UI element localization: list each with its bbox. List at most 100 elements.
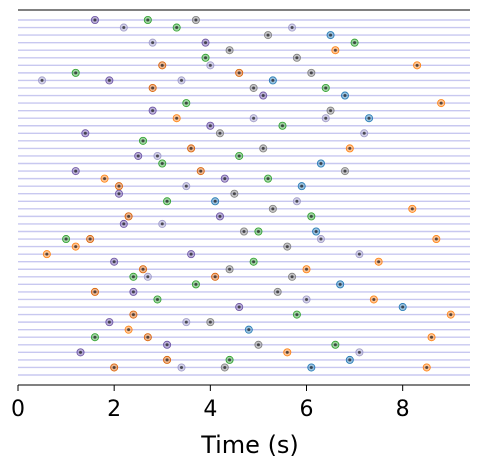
data-point-center <box>295 313 299 317</box>
data-point-center <box>280 124 284 128</box>
data-point-center <box>213 275 217 279</box>
data-point-center <box>175 116 179 120</box>
data-point-center <box>290 26 294 30</box>
data-point-center <box>319 237 323 241</box>
data-point-center <box>357 252 361 256</box>
data-point-center <box>74 245 78 249</box>
x-tick-label: 4 <box>203 397 217 422</box>
data-point-center <box>199 169 203 173</box>
data-point-center <box>184 101 188 105</box>
data-point-center <box>434 237 438 241</box>
data-point-center <box>151 41 155 45</box>
data-point-center <box>179 365 183 369</box>
data-point-center <box>146 335 150 339</box>
data-point-center <box>228 358 232 362</box>
data-point-center <box>127 328 131 332</box>
data-point-center <box>107 78 111 82</box>
data-point-center <box>362 131 366 135</box>
data-point-center <box>160 222 164 226</box>
data-point-center <box>165 343 169 347</box>
data-point-center <box>430 335 434 339</box>
row-lines <box>18 19 470 376</box>
data-point-center <box>343 94 347 98</box>
data-point-center <box>223 177 227 181</box>
data-point-center <box>146 275 150 279</box>
data-point-center <box>160 162 164 166</box>
data-point-center <box>117 184 121 188</box>
data-point-center <box>194 18 198 22</box>
data-point-center <box>93 18 97 22</box>
data-point-center <box>329 33 333 37</box>
data-point-center <box>309 365 313 369</box>
data-point-center <box>40 78 44 82</box>
data-point-center <box>266 177 270 181</box>
data-point-center <box>146 18 150 22</box>
data-point-center <box>439 101 443 105</box>
data-point-center <box>155 297 159 301</box>
data-point-center <box>324 86 328 90</box>
data-point-center <box>112 365 116 369</box>
data-point-center <box>184 184 188 188</box>
data-point-center <box>295 56 299 60</box>
data-point-center <box>372 297 376 301</box>
data-point-center <box>314 229 318 233</box>
data-point-center <box>242 229 246 233</box>
data-point-center <box>208 124 212 128</box>
data-point-center <box>93 290 97 294</box>
data-point-center <box>218 214 222 218</box>
data-point-center <box>348 358 352 362</box>
data-point-center <box>204 41 208 45</box>
data-point-center <box>449 313 453 317</box>
data-point-center <box>285 350 289 354</box>
data-point-center <box>213 199 217 203</box>
data-points <box>38 15 455 372</box>
data-point-center <box>252 260 256 264</box>
data-point-center <box>338 282 342 286</box>
data-point-center <box>228 267 232 271</box>
data-point-center <box>309 71 313 75</box>
data-point-center <box>189 252 193 256</box>
data-point-center <box>415 63 419 67</box>
data-point-center <box>276 290 280 294</box>
data-point-center <box>237 154 241 158</box>
x-tick-label: 8 <box>396 397 410 422</box>
data-point-center <box>377 260 381 264</box>
data-point-center <box>45 252 49 256</box>
data-point-center <box>74 169 78 173</box>
data-point-center <box>237 71 241 75</box>
x-axis-ticks: 0 2 4 6 8 <box>11 385 410 422</box>
data-point-center <box>103 177 107 181</box>
data-point-center <box>79 350 83 354</box>
data-point-center <box>189 146 193 150</box>
data-point-center <box>266 33 270 37</box>
data-point-center <box>300 184 304 188</box>
data-point-center <box>223 365 227 369</box>
data-point-center <box>112 260 116 264</box>
x-tick-label: 0 <box>11 397 25 422</box>
data-point-center <box>271 78 275 82</box>
data-point-center <box>107 320 111 324</box>
data-point-center <box>127 214 131 218</box>
data-point-center <box>237 305 241 309</box>
data-point-center <box>309 214 313 218</box>
x-tick-label: 2 <box>107 397 121 422</box>
data-point-center <box>88 237 92 241</box>
data-point-center <box>228 48 232 52</box>
data-point-center <box>155 154 159 158</box>
data-point-center <box>305 297 309 301</box>
data-point-center <box>348 146 352 150</box>
data-point-center <box>165 199 169 203</box>
data-point-center <box>131 275 135 279</box>
data-point-center <box>74 71 78 75</box>
data-point-center <box>410 207 414 211</box>
data-point-center <box>261 146 265 150</box>
data-point-center <box>357 350 361 354</box>
data-point-center <box>343 169 347 173</box>
data-point-center <box>333 48 337 52</box>
data-point-center <box>93 335 97 339</box>
data-point-center <box>204 56 208 60</box>
x-axis-label: Time (s) <box>200 431 299 459</box>
data-point-center <box>184 320 188 324</box>
data-point-center <box>151 109 155 113</box>
